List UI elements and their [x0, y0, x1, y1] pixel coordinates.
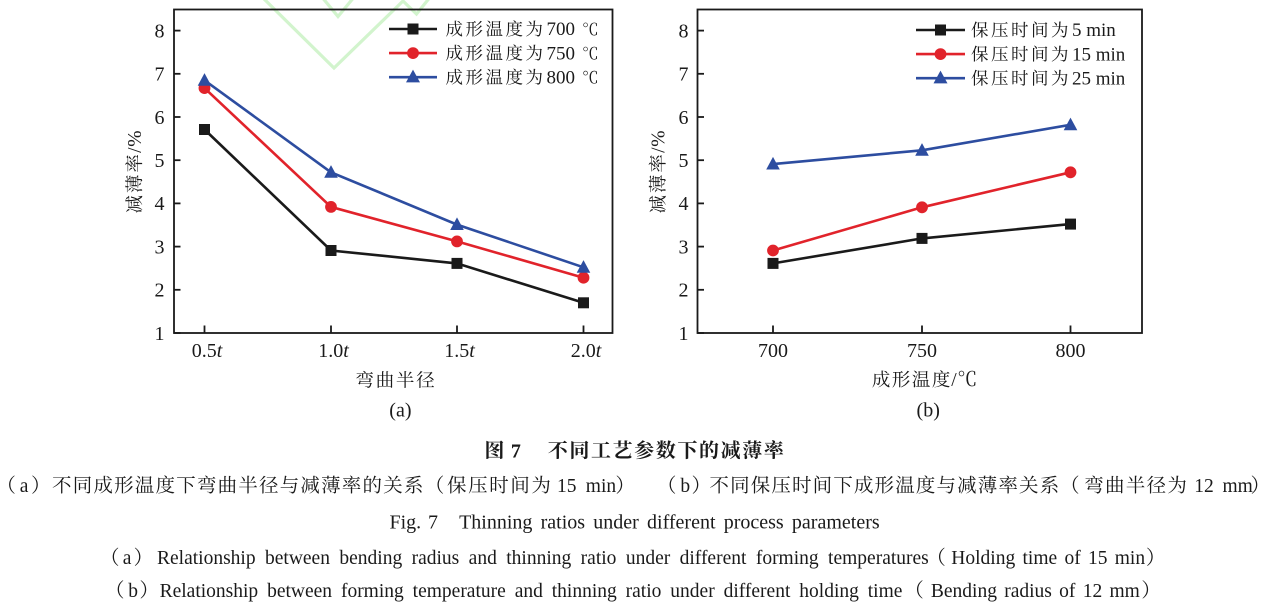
svg-text:7: 7 — [428, 511, 438, 533]
svg-text:1: 1 — [679, 323, 689, 345]
svg-text:15 min: 15 min — [557, 476, 616, 497]
svg-text:Holding time of 15 min: Holding time of 15 min — [951, 548, 1145, 569]
svg-text:8: 8 — [155, 20, 165, 42]
svg-text:6: 6 — [679, 107, 689, 129]
svg-text:800: 800 — [1056, 340, 1086, 362]
svg-text:750: 750 — [547, 43, 576, 64]
svg-text:4: 4 — [679, 193, 689, 215]
svg-text:5 min: 5 min — [1072, 20, 1116, 41]
svg-text:15 min: 15 min — [1072, 44, 1126, 65]
svg-text:2: 2 — [679, 280, 689, 302]
svg-text:/: / — [951, 370, 957, 391]
svg-text:800: 800 — [547, 67, 576, 88]
svg-text:1: 1 — [155, 323, 165, 345]
svg-text:Thinning ratios under differen: Thinning ratios under different process … — [459, 511, 880, 533]
svg-text:5: 5 — [155, 150, 165, 172]
svg-text:Relationship between forming t: Relationship between forming temperature… — [160, 581, 903, 602]
svg-text:0.5t: 0.5t — [192, 340, 223, 362]
svg-text:2.0t: 2.0t — [571, 340, 602, 362]
svg-text:/: / — [648, 147, 669, 153]
svg-text:700: 700 — [547, 19, 576, 40]
svg-text:Bending radius of 12 mm: Bending radius of 12 mm — [931, 581, 1140, 602]
svg-text:a: a — [20, 476, 29, 497]
svg-text:7: 7 — [511, 440, 521, 462]
svg-text:1.0t: 1.0t — [318, 340, 349, 362]
svg-text:1.5t: 1.5t — [444, 340, 475, 362]
svg-text:8: 8 — [679, 20, 689, 42]
svg-text:750: 750 — [907, 340, 937, 362]
svg-text:7: 7 — [679, 64, 689, 86]
svg-text:Relationship between bending r: Relationship between bending radius and … — [157, 548, 929, 569]
svg-text:3: 3 — [679, 236, 689, 258]
svg-text:25 min: 25 min — [1072, 68, 1126, 89]
svg-text:a: a — [123, 548, 132, 569]
svg-text:b: b — [680, 476, 690, 497]
svg-text:700: 700 — [758, 340, 788, 362]
svg-text:2: 2 — [155, 280, 165, 302]
svg-text:5: 5 — [679, 150, 689, 172]
svg-text:%: % — [648, 130, 669, 146]
svg-text:b: b — [128, 581, 138, 602]
svg-text:(a): (a) — [389, 400, 411, 422]
svg-text:Fig.: Fig. — [390, 511, 422, 533]
svg-text:3: 3 — [155, 236, 165, 258]
svg-text:(b): (b) — [917, 400, 940, 422]
svg-text:/: / — [125, 147, 146, 153]
svg-text:6: 6 — [155, 107, 165, 129]
svg-text:4: 4 — [155, 193, 165, 215]
svg-text:7: 7 — [155, 64, 165, 86]
svg-text:12 mm: 12 mm — [1194, 476, 1253, 497]
svg-text:%: % — [125, 130, 146, 146]
